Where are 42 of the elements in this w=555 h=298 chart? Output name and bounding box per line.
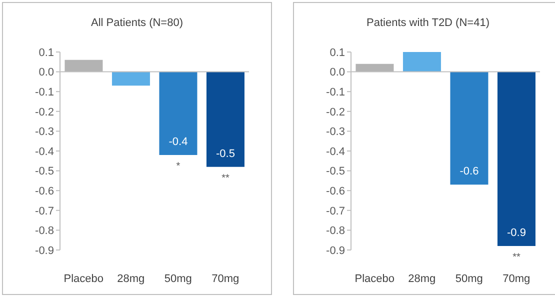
y-tick-label: 0.1 <box>38 46 54 59</box>
y-tick-label: -0.9 <box>326 244 345 257</box>
data-label: -0.5 <box>216 148 235 160</box>
y-tick-label: -0.7 <box>35 205 54 218</box>
y-tick-label: -0.6 <box>326 186 345 198</box>
y-tick-label: -0.7 <box>326 205 345 218</box>
bar <box>402 52 441 72</box>
chart-title: Patients with T2D (N=41) <box>366 17 490 29</box>
y-tick-label: -0.8 <box>35 225 54 238</box>
x-tick-label: 70mg <box>502 272 530 285</box>
annotation: * <box>176 160 180 172</box>
x-tick-label: 70mg <box>212 272 240 285</box>
y-tick-label: -0.5 <box>35 166 54 178</box>
chart-title: All Patients (N=80) <box>90 17 184 29</box>
data-label: -0.9 <box>506 227 526 240</box>
x-tick-label: 28mg <box>408 272 436 285</box>
y-tick-label: -0.4 <box>326 146 345 158</box>
bar <box>450 72 488 185</box>
y-tick-label: -0.1 <box>326 86 345 99</box>
y-tick-label: -0.9 <box>35 244 54 257</box>
x-tick-label: 50mg <box>455 272 483 285</box>
y-tick-label: -0.1 <box>35 86 54 99</box>
y-tick-label: 0.1 <box>330 46 345 59</box>
data-label: -0.4 <box>168 136 188 148</box>
y-tick-label: 0.0 <box>38 66 54 79</box>
x-tick-label: Placebo <box>64 272 104 285</box>
y-tick-label: -0.2 <box>35 106 54 118</box>
y-tick-label: -0.4 <box>35 146 54 158</box>
y-tick-label: -0.2 <box>326 106 345 118</box>
y-tick-label: -0.6 <box>35 186 54 198</box>
x-tick-label: 28mg <box>117 272 145 285</box>
y-tick-label: -0.5 <box>326 166 345 178</box>
bar <box>497 72 536 246</box>
x-tick-label: Placebo <box>354 272 395 285</box>
y-tick-label: 0.0 <box>330 66 345 79</box>
y-tick-label: -0.3 <box>35 126 54 138</box>
y-tick-label: -0.8 <box>326 225 345 238</box>
x-tick-label: 50mg <box>164 272 192 285</box>
y-tick-label: -0.3 <box>326 126 345 138</box>
annotation: ** <box>222 172 230 184</box>
data-label: -0.6 <box>460 166 479 178</box>
annotation: ** <box>512 252 520 264</box>
